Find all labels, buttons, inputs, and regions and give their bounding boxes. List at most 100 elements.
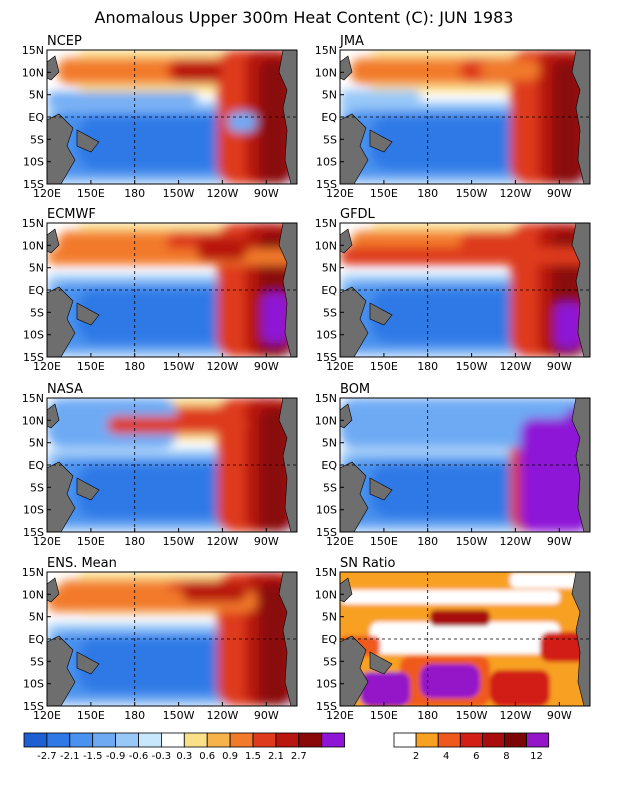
- panel-label: SN Ratio: [340, 556, 396, 571]
- anomaly-colorbar-swatch: [23, 732, 48, 748]
- x-tick-label: 180: [124, 709, 145, 722]
- y-tick-label: 15S: [316, 700, 337, 713]
- contour-field: [47, 223, 297, 357]
- y-tick-label: 5S: [30, 655, 44, 668]
- sn-colorbar-swatch: [481, 732, 505, 748]
- contour-region: [182, 582, 247, 602]
- y-tick-label: EQ: [321, 284, 337, 297]
- land-mask: [340, 635, 369, 706]
- y-tick-label: EQ: [28, 284, 44, 297]
- anomaly-colorbar-label: -2.1: [60, 751, 80, 762]
- y-tick-label: 5N: [322, 611, 337, 624]
- x-tick-label: 150W: [163, 535, 195, 548]
- panel-label: BOM: [340, 382, 370, 397]
- x-tick-label: 90W: [547, 709, 572, 722]
- anomaly-colorbar-label: -0.6: [129, 751, 149, 762]
- x-tick-label: 150E: [77, 187, 105, 200]
- contour-region: [262, 293, 289, 343]
- map-panel: 120E 150E 180 150W 120W 90W 15N 10N 5N EQ 5S 10S 15S…: [315, 556, 591, 722]
- x-tick-label: 150E: [370, 535, 398, 548]
- anomaly-colorbar-swatch: [275, 732, 300, 748]
- land-mask: [340, 577, 353, 603]
- sn-colorbar-swatch: [504, 732, 528, 748]
- sn-colorbar-swatch: [459, 732, 483, 748]
- contour-region: [370, 116, 525, 170]
- y-tick-label: 5S: [30, 133, 44, 146]
- x-tick-label: 180: [124, 535, 145, 548]
- contour-field: [340, 572, 590, 706]
- x-tick-label: 120E: [326, 360, 354, 373]
- y-tick-label: 10S: [23, 329, 44, 342]
- x-tick-label: 90W: [254, 187, 279, 200]
- anomaly-colorbar-swatch: [206, 732, 231, 748]
- anomaly-colorbar-swatch: [160, 732, 185, 748]
- x-tick-label: 180: [124, 360, 145, 373]
- y-tick-label: 15S: [23, 178, 44, 191]
- panel-label: NASA: [47, 382, 83, 397]
- anomaly-colorbar-swatch: [183, 732, 208, 748]
- x-tick-label: 120E: [326, 187, 354, 200]
- y-tick-label: 10N: [22, 239, 44, 252]
- y-tick-label: 5N: [322, 89, 337, 102]
- y-tick-label: 5N: [29, 89, 44, 102]
- land-mask: [369, 129, 393, 153]
- contour-region: [47, 92, 197, 106]
- sn-colorbar-label: 6: [473, 751, 479, 762]
- contour-region: [555, 303, 582, 348]
- y-tick-label: 5S: [323, 133, 337, 146]
- contour-region: [259, 582, 289, 706]
- anomaly-colorbar-swatch: [298, 732, 323, 748]
- y-tick-label: 5N: [322, 262, 337, 275]
- contour-region: [370, 464, 525, 518]
- contour-field: [47, 50, 297, 184]
- contour-field: [340, 398, 590, 532]
- map-panel: 120E 150E 180 150W 120W 90W 15N 10N 5N EQ 5S 10S 15S…: [315, 34, 591, 200]
- anomaly-colorbar-swatch: [46, 732, 71, 748]
- sn-colorbar-swatch: [526, 732, 550, 748]
- contour-region: [77, 638, 232, 692]
- y-tick-label: 5N: [29, 437, 44, 450]
- y-tick-label: 10N: [315, 239, 337, 252]
- land-mask: [76, 302, 100, 326]
- x-tick-label: 150E: [77, 709, 105, 722]
- anomaly-colorbar-label: -0.3: [152, 751, 172, 762]
- land-mask: [76, 651, 100, 675]
- sn-colorbar-swatch: [415, 732, 439, 748]
- x-tick-label: 90W: [254, 360, 279, 373]
- y-tick-label: 5N: [322, 437, 337, 450]
- y-tick-label: 10S: [23, 156, 44, 169]
- y-tick-label: 15S: [316, 178, 337, 191]
- anomaly-colorbar-swatch: [252, 732, 277, 748]
- y-tick-label: 5S: [323, 655, 337, 668]
- contour-region: [172, 62, 222, 82]
- contour-region: [77, 289, 232, 343]
- x-tick-label: 180: [417, 360, 438, 373]
- y-tick-label: 15S: [23, 526, 44, 539]
- y-tick-label: 5S: [30, 481, 44, 494]
- contour-region: [420, 664, 480, 698]
- sn-colorbar-swatch: [437, 732, 461, 748]
- y-tick-label: 10S: [316, 678, 337, 691]
- anomaly-colorbar-swatch: [92, 732, 116, 748]
- x-tick-label: 180: [417, 535, 438, 548]
- anomaly-colorbar-swatch: [69, 732, 94, 748]
- x-tick-label: 120W: [206, 187, 238, 200]
- y-tick-label: 10S: [316, 504, 337, 517]
- x-tick-label: 120E: [33, 360, 61, 373]
- panels: 120E 150E 180 150W 120W 90W 15N 10N 5N EQ 5S 10S 15S…: [22, 34, 591, 722]
- land-mask: [369, 477, 393, 501]
- y-tick-label: 15N: [315, 566, 337, 579]
- x-tick-label: 120E: [326, 709, 354, 722]
- contour-region: [360, 672, 410, 706]
- x-tick-label: 150E: [370, 360, 398, 373]
- contour-region: [480, 60, 540, 80]
- land-mask: [340, 55, 353, 81]
- sn-colorbar-label: 4: [443, 751, 449, 762]
- y-tick-label: 10N: [22, 588, 44, 601]
- map-panel: 120E 150E 180 150W 120W 90W 15N 10N 5N EQ 5S 10S 15S…: [315, 207, 591, 373]
- y-tick-label: 15N: [22, 566, 44, 579]
- y-tick-label: EQ: [321, 633, 337, 646]
- x-tick-label: 120W: [499, 360, 531, 373]
- x-tick-label: 180: [417, 709, 438, 722]
